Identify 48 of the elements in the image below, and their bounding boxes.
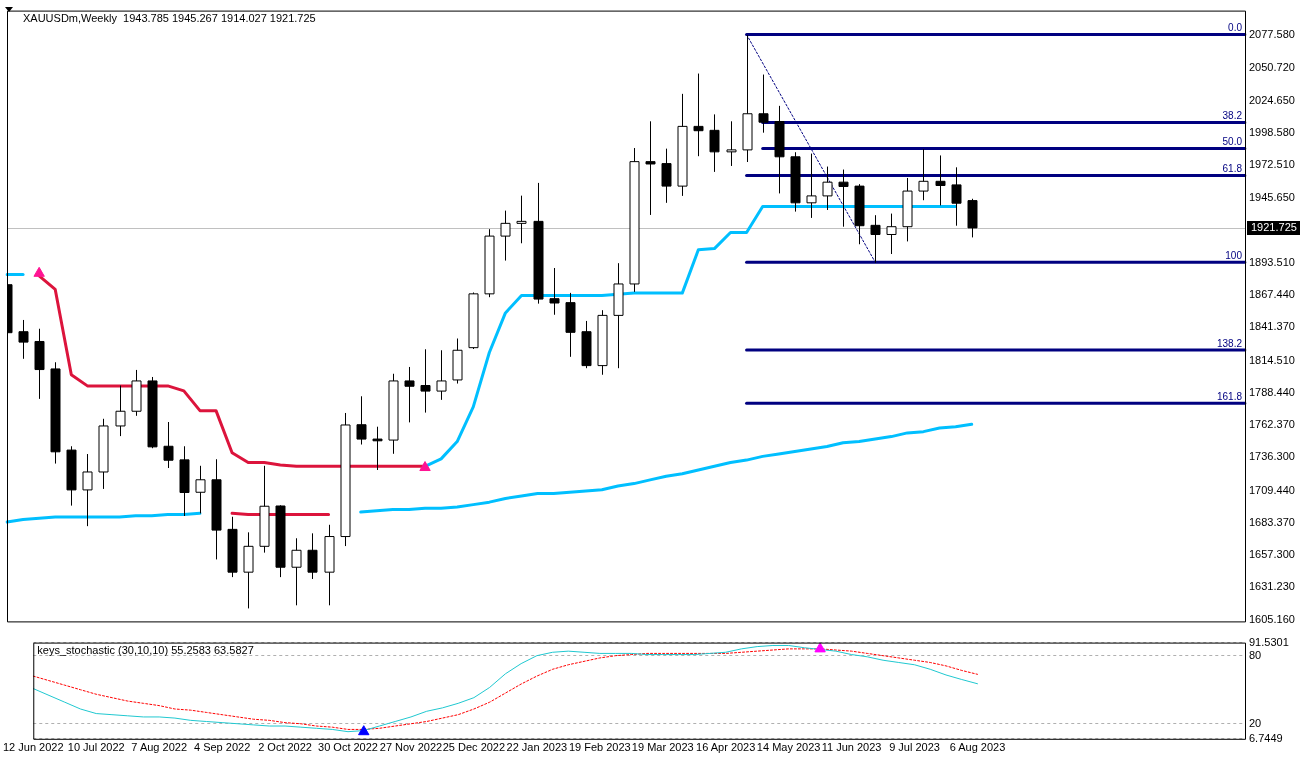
- series-label: 61.8: [1222, 163, 1243, 175]
- x-tick-label: 12 Jun 2022: [3, 741, 64, 754]
- x-tick-label: 2 Oct 2022: [258, 741, 312, 754]
- y-tick-label: 2050.720: [1249, 61, 1295, 74]
- x-tick-label: 4 Sep 2022: [193, 741, 251, 754]
- y-tick-label: 1657.300: [1249, 548, 1295, 561]
- x-tick-label: 30 Oct 2022: [318, 741, 378, 754]
- y-tick-label: 1762.370: [1249, 418, 1295, 431]
- y-tick-label: 1893.510: [1249, 255, 1295, 268]
- x-tick-label: 7 Aug 2022: [131, 741, 188, 754]
- series-label: 0.0: [1228, 22, 1243, 34]
- y-tick-label: 1631.230: [1249, 580, 1295, 593]
- x-tick-label: 25 Dec 2022: [442, 741, 506, 754]
- y-tick-label: 1736.300: [1249, 450, 1295, 463]
- ref-line-label: 1921.725: [1251, 220, 1297, 233]
- y-tick-label: 1998.580: [1249, 125, 1295, 138]
- y-tick-label: 1814.510: [1249, 353, 1295, 366]
- y-tick-label: 20: [1249, 716, 1262, 729]
- chart-title: keys_stochastic (30,10,10) 55.2583 63.5827: [37, 643, 254, 656]
- series-label: 38.2: [1222, 110, 1243, 122]
- series-label: 100: [1225, 249, 1243, 261]
- x-tick-label: 19 Feb 2023: [568, 741, 631, 754]
- y-tick-label: 1841.370: [1249, 320, 1295, 333]
- series-label: 161.8: [1216, 390, 1243, 402]
- y-tick-label: 1709.440: [1249, 483, 1295, 496]
- series-label: 138.2: [1216, 337, 1243, 349]
- y-tick-label: 91.5301: [1249, 635, 1289, 648]
- x-tick-label: 16 Apr 2023: [696, 741, 756, 754]
- x-tick-label: 14 May 2023: [756, 741, 821, 754]
- y-tick-label: 2077.580: [1249, 28, 1295, 41]
- y-tick-label: 80: [1249, 648, 1262, 661]
- x-tick-label: 19 Mar 2023: [631, 741, 694, 754]
- x-tick-label: 10 Jul 2022: [67, 741, 125, 754]
- y-tick-label: 1683.370: [1249, 515, 1295, 528]
- x-tick-label: 9 Jul 2023: [889, 741, 940, 754]
- y-tick-label: 1605.160: [1249, 612, 1295, 625]
- chart-title: XAUUSDm,Weekly 1943.785 1945.267 1914.027 1921.725: [23, 11, 316, 24]
- x-tick-label: 22 Jan 2023: [506, 741, 568, 754]
- y-tick-label: 1867.440: [1249, 288, 1295, 301]
- y-tick-label: 1788.440: [1249, 385, 1295, 398]
- y-tick-label: 6.7449: [1249, 731, 1283, 744]
- x-tick-label: 27 Nov 2022: [379, 741, 443, 754]
- series-label: 50.0: [1222, 136, 1243, 148]
- x-tick-label: 11 Jun 2023: [821, 741, 882, 754]
- x-tick-label: 6 Aug 2023: [949, 741, 1006, 754]
- y-tick-label: 2024.650: [1249, 93, 1295, 106]
- y-tick-label: 1945.650: [1249, 191, 1295, 204]
- y-tick-label: 1972.510: [1249, 158, 1295, 171]
